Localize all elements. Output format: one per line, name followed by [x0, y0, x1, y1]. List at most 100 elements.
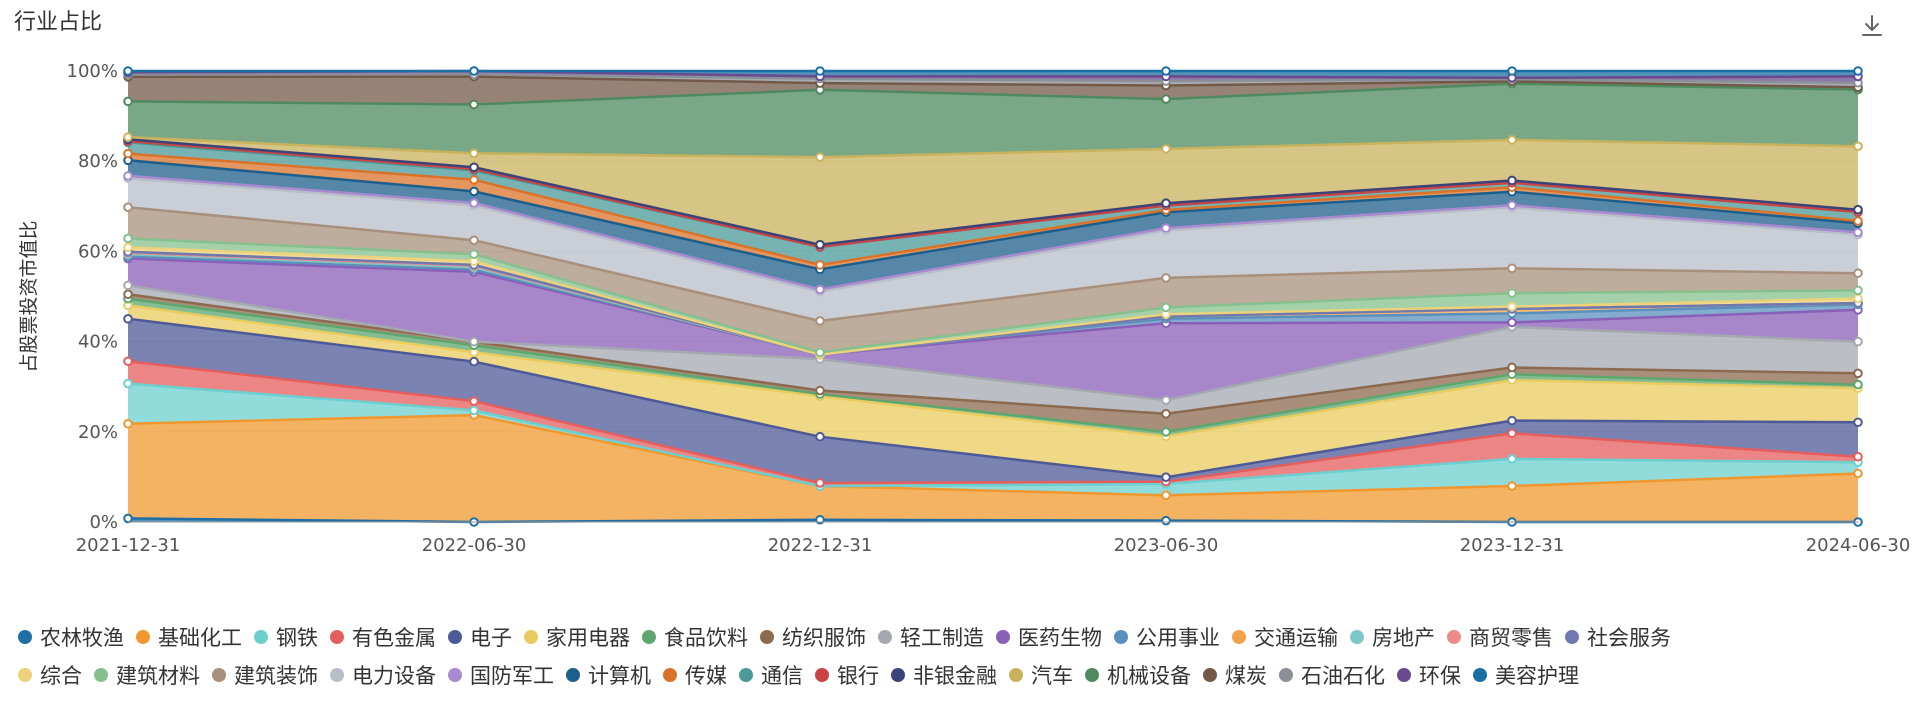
data-point-汽车	[815, 152, 825, 162]
legend-item[interactable]: 煤炭	[1203, 660, 1267, 690]
data-point-电子	[469, 356, 479, 367]
legend-marker	[18, 630, 32, 644]
data-point-非银金融	[1507, 175, 1517, 186]
legend-item[interactable]: 非银金融	[891, 660, 997, 690]
legend-marker	[448, 668, 462, 682]
chart-title: 行业占比	[14, 10, 103, 35]
legend-marker	[996, 630, 1010, 644]
series-line-国防军工	[127, 174, 1859, 291]
legend-label: 建筑材料	[116, 664, 200, 688]
legend-marker	[94, 668, 108, 682]
y-tick-label: 0%	[89, 512, 118, 533]
data-point-食品饮料	[1853, 379, 1863, 390]
series-line-家用电器	[127, 304, 1859, 438]
legend-item[interactable]: 农林牧渔	[18, 622, 124, 652]
series-line-传媒	[127, 152, 1859, 267]
legend-item[interactable]: 钢铁	[254, 622, 318, 652]
data-point-纺织服饰	[1507, 362, 1517, 373]
legend-item[interactable]: 综合	[18, 660, 82, 690]
legend-marker	[330, 630, 344, 644]
data-point-传媒	[469, 174, 479, 185]
data-point-医药生物	[1507, 317, 1517, 328]
legend-item[interactable]: 石油石化	[1279, 660, 1385, 690]
legend-item[interactable]: 商贸零售	[1447, 622, 1553, 652]
legend-item[interactable]: 电力设备	[330, 660, 436, 690]
data-point-美容护理	[469, 66, 479, 76]
legend-marker	[1009, 668, 1023, 682]
legend-item[interactable]: 社会服务	[1565, 622, 1671, 652]
series-line-医药生物	[127, 257, 1859, 356]
data-point-建筑装饰	[1507, 263, 1517, 274]
data-point-综合	[123, 242, 133, 253]
series-line-电力设备	[127, 176, 1859, 294]
legend-item[interactable]: 计算机	[566, 660, 651, 690]
legend-item[interactable]: 房地产	[1350, 622, 1435, 652]
legend-marker	[642, 630, 656, 644]
download-icon[interactable]	[1858, 12, 1886, 40]
legend-item[interactable]: 轻工制造	[878, 622, 984, 652]
legend-label: 美容护理	[1495, 664, 1579, 688]
legend-item[interactable]: 国防军工	[448, 660, 554, 690]
data-point-电子	[815, 431, 825, 442]
stacked-area-chart: 0% 20% 40% 60% 80% 100% 2021-12-31 2022-06-30 20…	[18, 61, 1910, 556]
area-有色金属	[128, 361, 1858, 487]
legend-label: 环保	[1419, 664, 1461, 688]
legend-item[interactable]: 家用电器	[524, 622, 630, 652]
legend-marker	[1203, 668, 1217, 682]
legend-item[interactable]: 纺织服饰	[760, 622, 866, 652]
legend-item[interactable]: 有色金属	[330, 622, 436, 652]
legend-item[interactable]: 基础化工	[136, 622, 242, 652]
legend-marker	[1397, 668, 1411, 682]
legend-item[interactable]: 建筑材料	[94, 660, 200, 690]
data-point-有色金属	[815, 478, 825, 488]
data-point-建筑装饰	[815, 316, 825, 326]
y-tick-label: 80%	[78, 151, 118, 172]
data-point-建筑装饰	[469, 235, 479, 246]
data-point-建筑材料	[1161, 302, 1171, 313]
legend-item[interactable]: 银行	[815, 660, 879, 690]
legend-item[interactable]: 交通运输	[1232, 622, 1338, 652]
legend-label: 电子	[470, 626, 512, 650]
legend-item[interactable]: 汽车	[1009, 660, 1073, 690]
data-point-综合	[1853, 293, 1863, 304]
data-point-汽车	[1507, 135, 1517, 145]
data-point-建筑材料	[815, 347, 825, 358]
series-line-轻工制造	[127, 284, 1859, 402]
data-point-汽车	[469, 148, 479, 159]
data-point-纺织服饰	[1161, 408, 1171, 419]
data-point-食品饮料	[1161, 427, 1171, 437]
data-point-基础化工	[1507, 481, 1517, 491]
legend-item[interactable]: 食品饮料	[642, 622, 748, 652]
legend-label: 医药生物	[1018, 626, 1102, 650]
data-point-机械设备	[469, 99, 479, 110]
data-point-有色金属	[1507, 428, 1517, 439]
legend-item[interactable]: 电子	[448, 622, 512, 652]
legend-marker	[18, 668, 32, 682]
data-point-美容护理	[1853, 66, 1863, 76]
legend-item[interactable]: 通信	[739, 660, 803, 690]
series-line-汽车	[127, 135, 1859, 159]
legend-item[interactable]: 建筑装饰	[212, 660, 318, 690]
series-line-银行	[127, 139, 1859, 249]
data-point-轻工制造	[469, 336, 479, 347]
legend-label: 社会服务	[1587, 626, 1671, 650]
data-point-综合	[1507, 301, 1517, 312]
series-line-建筑材料	[127, 237, 1859, 354]
data-point-钢铁	[123, 378, 133, 389]
series-line-非银金融	[127, 138, 1859, 246]
legend-item[interactable]: 机械设备	[1085, 660, 1191, 690]
legend-item[interactable]: 医药生物	[996, 622, 1102, 652]
legend-item[interactable]: 美容护理	[1473, 660, 1579, 690]
data-point-电子	[123, 314, 133, 324]
x-tick-label: 2022-12-31	[768, 535, 873, 556]
legend-item[interactable]: 传媒	[663, 660, 727, 690]
legend-marker	[254, 630, 268, 644]
legend-label: 钢铁	[276, 626, 318, 650]
data-point-建筑材料	[1507, 288, 1517, 298]
legend-item[interactable]: 公用事业	[1114, 622, 1220, 652]
data-point-基础化工	[1853, 468, 1863, 479]
legend-item[interactable]: 环保	[1397, 660, 1461, 690]
legend-marker	[212, 668, 226, 682]
data-point-建筑装饰	[123, 202, 133, 212]
data-point-非银金融	[469, 162, 479, 173]
